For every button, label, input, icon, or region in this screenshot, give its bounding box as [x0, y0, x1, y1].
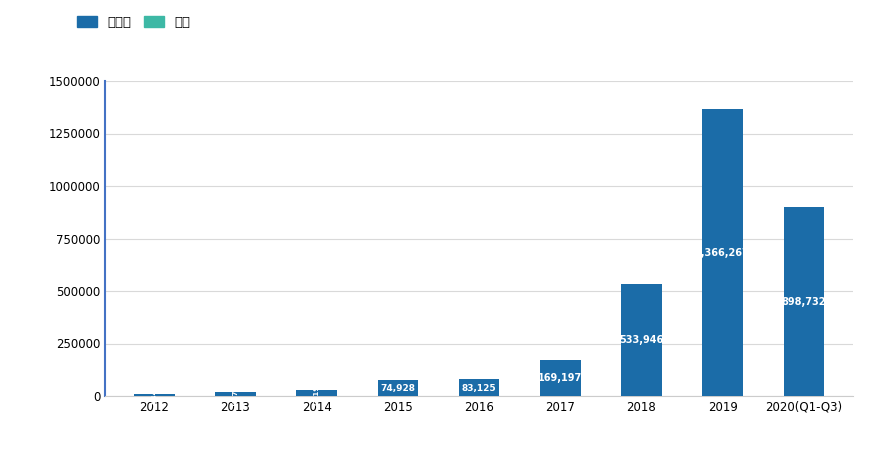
Bar	[296, 390, 336, 396]
Bar	[782, 207, 824, 396]
Text: 169,197: 169,197	[537, 373, 582, 383]
Bar	[458, 378, 499, 396]
Text: 83,125: 83,125	[461, 384, 496, 393]
Text: 74,928: 74,928	[380, 384, 415, 393]
Legend: 胶囊剂, 片剂: 胶囊剂, 片剂	[77, 16, 191, 29]
Bar	[215, 392, 255, 396]
Bar	[702, 109, 742, 396]
Bar	[133, 395, 175, 396]
Bar	[539, 360, 579, 396]
Text: 533,946: 533,946	[619, 335, 663, 345]
Bar	[621, 284, 661, 396]
Text: 7,440: 7,440	[151, 384, 157, 406]
Text: 1,366,267: 1,366,267	[694, 248, 749, 257]
Bar	[378, 380, 418, 396]
Text: 898,732: 898,732	[781, 297, 825, 306]
Text: 27,195: 27,195	[313, 380, 320, 407]
Text: 19,778: 19,778	[232, 380, 238, 408]
